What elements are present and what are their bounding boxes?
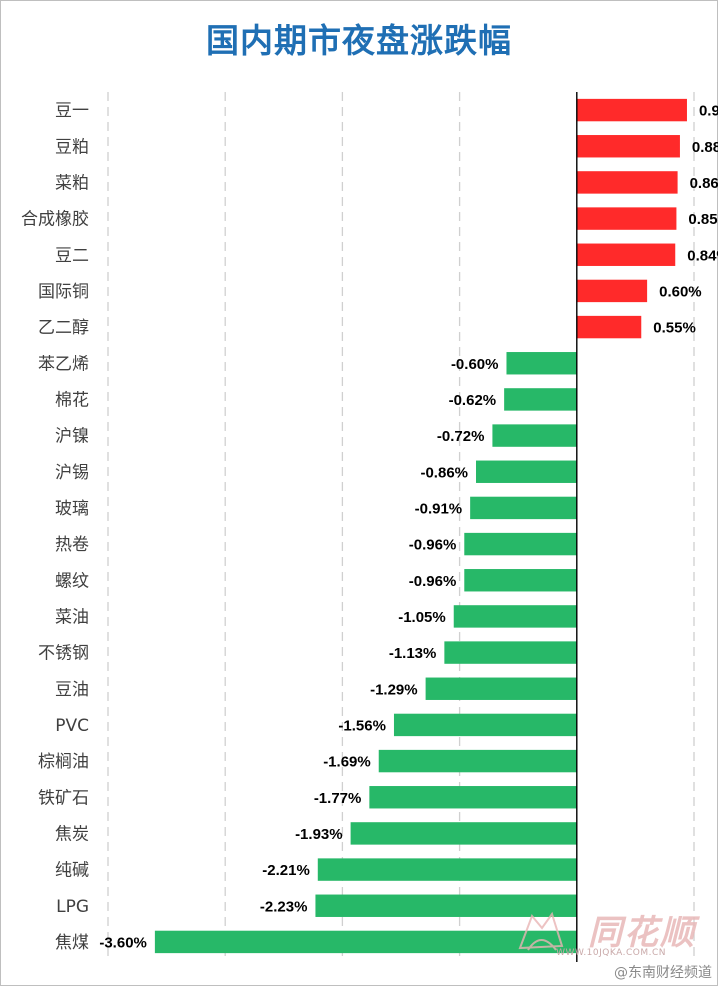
category-label: PVC xyxy=(55,716,89,736)
category-label: 豆一 xyxy=(55,101,89,121)
category-label: 沪镍 xyxy=(55,427,89,447)
category-label: 国际铜 xyxy=(38,282,89,302)
category-label: 菜油 xyxy=(55,607,89,627)
bar xyxy=(576,98,687,122)
brand-logo-icon xyxy=(518,911,564,951)
bar xyxy=(453,605,577,628)
data-label: 0.84% xyxy=(687,247,718,264)
category-label: 乙二醇 xyxy=(38,318,89,338)
data-label: -1.93% xyxy=(295,826,343,843)
bar xyxy=(425,677,577,700)
data-label: 0.55% xyxy=(653,320,696,337)
category-label: 沪锡 xyxy=(55,463,89,483)
data-label: -3.60% xyxy=(99,934,147,951)
brand-watermark: 同花顺 xyxy=(588,913,696,953)
data-label: -0.62% xyxy=(449,392,497,409)
category-label: 苯乙烯 xyxy=(38,354,89,374)
category-label: 合成橡胶 xyxy=(21,210,89,230)
source-credit: @东南财经频道 xyxy=(614,965,712,981)
data-label: -0.96% xyxy=(409,573,457,590)
bar xyxy=(576,135,680,158)
data-label: -1.29% xyxy=(370,681,418,698)
bar xyxy=(576,279,648,303)
data-label: -1.77% xyxy=(314,790,362,807)
data-label: -2.23% xyxy=(260,898,308,915)
bar xyxy=(506,352,577,375)
category-label: 菜粕 xyxy=(55,173,89,193)
data-label: 0.60% xyxy=(659,283,702,300)
category-label: 玻璃 xyxy=(55,499,89,519)
data-label: -1.13% xyxy=(389,645,437,662)
data-label: 0.94% xyxy=(699,103,718,120)
bar xyxy=(464,532,577,556)
data-label: 0.86% xyxy=(690,175,718,192)
category-label: 棉花 xyxy=(55,390,89,410)
data-label: 0.85% xyxy=(688,211,718,228)
bar xyxy=(444,641,577,664)
data-label: -0.91% xyxy=(415,500,463,517)
bar xyxy=(315,894,577,917)
bar xyxy=(470,496,577,520)
chart-title: 国内期市夜盘涨跌幅 xyxy=(206,21,512,60)
bar xyxy=(576,243,676,266)
bar xyxy=(504,388,577,411)
bar xyxy=(576,315,642,339)
bar xyxy=(576,171,678,194)
data-label: -2.21% xyxy=(262,862,310,879)
bar xyxy=(464,569,577,592)
data-label: -1.56% xyxy=(338,717,386,734)
data-label: -0.72% xyxy=(437,428,485,445)
data-label: -0.60% xyxy=(451,356,499,373)
category-label: 豆粕 xyxy=(55,137,89,157)
category-label: 纯碱 xyxy=(55,861,89,881)
category-label: 不锈钢 xyxy=(38,644,89,664)
data-label: -0.96% xyxy=(409,537,457,554)
data-label: -1.05% xyxy=(398,609,446,626)
category-label: 热卷 xyxy=(55,535,89,555)
bar xyxy=(154,930,577,954)
bar xyxy=(369,786,577,809)
category-label: 焦煤 xyxy=(55,933,89,953)
category-label: 豆二 xyxy=(55,246,89,266)
data-label: 0.88% xyxy=(692,139,718,156)
category-label: 铁矿石 xyxy=(38,788,89,808)
category-label: 螺纹 xyxy=(55,571,89,591)
category-label: 棕榈油 xyxy=(38,752,89,772)
brand-url: WWW.10JQKA.COM.CN xyxy=(556,948,666,958)
bar xyxy=(476,460,577,483)
bar xyxy=(378,749,577,773)
data-label: -1.69% xyxy=(323,754,371,771)
bar xyxy=(492,424,577,447)
bar xyxy=(350,822,577,845)
bar xyxy=(317,858,577,881)
category-label: LPG xyxy=(56,897,89,917)
bar xyxy=(393,713,577,737)
category-label: 焦炭 xyxy=(55,824,89,844)
category-label: 豆油 xyxy=(55,680,89,700)
bar xyxy=(576,207,677,230)
data-label: -0.86% xyxy=(420,464,468,481)
